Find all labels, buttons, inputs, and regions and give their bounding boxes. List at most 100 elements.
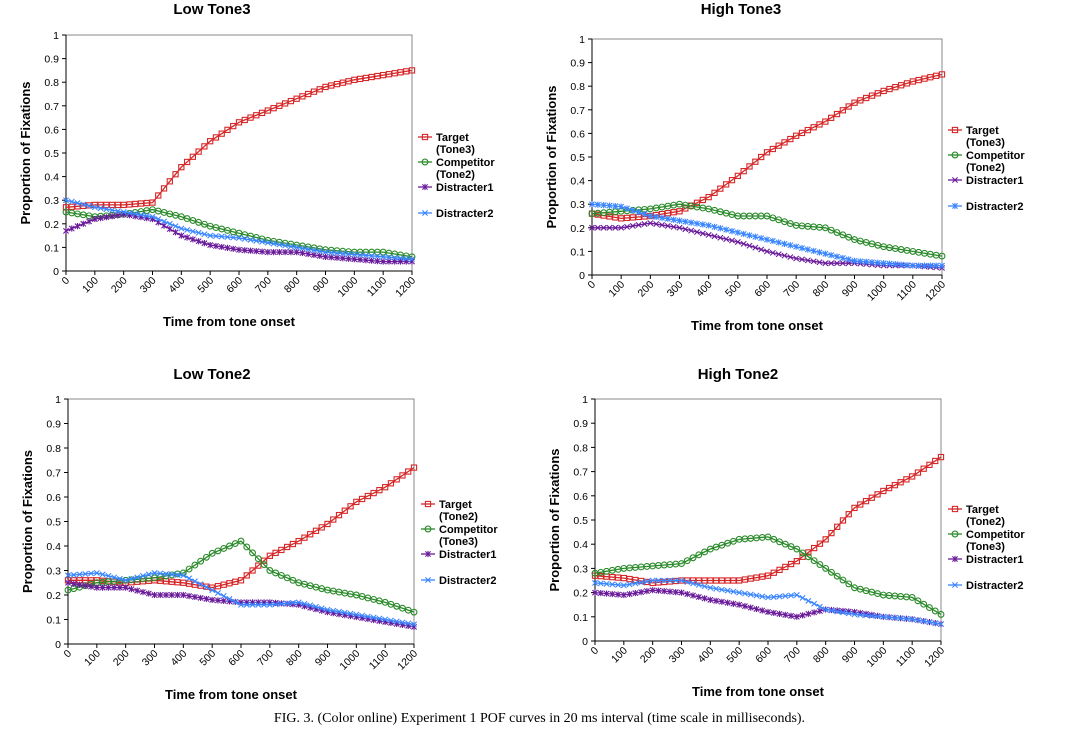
series-4-point-shape — [65, 572, 71, 579]
series-4-point-shape — [155, 216, 162, 223]
y-tick-label: 0.9 — [573, 418, 588, 430]
series-4-point — [282, 242, 289, 249]
series-1-point — [637, 577, 645, 585]
series-3-point-shape — [287, 249, 294, 256]
series-3-point — [659, 221, 665, 228]
series-4-point-shape — [287, 243, 294, 250]
series-4-point-shape — [695, 581, 702, 588]
series-4-point-shape — [594, 201, 601, 208]
x-tick-label: 600 — [752, 279, 773, 300]
series-1-point-shape — [782, 563, 789, 571]
series-4-point — [661, 577, 668, 584]
series-3-point-shape — [99, 584, 106, 591]
x-tick-label: 100 — [82, 648, 103, 669]
series-4-point — [805, 597, 812, 604]
series-4-point-shape — [209, 587, 216, 594]
series-3-point-shape — [612, 224, 619, 231]
legend-label: Distracter2 — [436, 208, 493, 220]
series-1-point-shape — [666, 578, 674, 585]
series-4-point-shape — [678, 577, 685, 584]
x-tick-label: 300 — [138, 275, 159, 296]
y-tick-label: 0.1 — [573, 612, 588, 624]
series-2-point — [920, 600, 928, 608]
series-3-point — [339, 255, 346, 262]
series-4-point — [892, 261, 899, 268]
series-1-point — [666, 578, 674, 585]
series-3-point — [811, 609, 818, 616]
series-4-point — [168, 571, 175, 578]
y-tick-label: 0.3 — [570, 199, 585, 211]
legend-marker — [951, 505, 959, 513]
series-3-point — [769, 249, 776, 256]
series-3-point-shape — [270, 249, 277, 256]
y-tick-label: 0 — [55, 639, 61, 651]
series-4-point-shape — [618, 203, 625, 210]
series-3-point-shape — [351, 256, 358, 263]
series-4-point-shape — [310, 247, 317, 254]
series-3-point-shape — [214, 597, 221, 604]
series-1-point — [258, 109, 266, 117]
legend-label: Distracter1 — [966, 554, 1023, 566]
series-3-point — [385, 258, 392, 265]
series-3-point — [649, 587, 656, 594]
series-2-point — [214, 547, 222, 555]
series-4-point — [788, 592, 795, 599]
series-3-point-shape — [649, 587, 656, 594]
series-4-point-shape — [880, 613, 887, 620]
series-1-point — [693, 199, 701, 206]
series-2-point — [226, 542, 233, 550]
x-tick-label: 700 — [253, 275, 274, 296]
series-4-point-shape — [103, 206, 110, 213]
series-4-point-shape — [699, 221, 706, 228]
legend-label: Distracter1 — [966, 175, 1023, 187]
series-1-point-shape — [403, 68, 410, 75]
series-1-point-shape — [114, 201, 122, 209]
series-4-point-shape — [603, 580, 610, 587]
series-1-point — [914, 469, 922, 476]
series-4-point — [874, 259, 881, 266]
series-4-point — [776, 593, 783, 600]
legend-label: Competitor — [966, 150, 1025, 162]
series-3-point — [707, 596, 714, 603]
series-2-point-shape — [926, 604, 933, 612]
legend-marker — [422, 183, 428, 191]
series-3-point — [111, 584, 118, 591]
series-1-point — [701, 577, 708, 584]
legend-marker-shape — [425, 577, 431, 583]
series-1-point-shape — [328, 82, 335, 89]
x-tick-label: 1100 — [365, 275, 390, 300]
series-1-point-shape — [380, 71, 387, 79]
series-4-point — [255, 601, 262, 608]
series-3-point-shape — [620, 591, 627, 599]
series-4-point-shape — [212, 233, 219, 240]
series-4-point-shape — [626, 581, 633, 588]
series-4-point-shape — [405, 620, 412, 627]
series-3-point — [270, 249, 277, 256]
series-4-point — [641, 211, 648, 218]
series-4-point — [143, 212, 150, 219]
series-3-point-shape — [711, 233, 718, 240]
series-3-point — [828, 260, 835, 267]
y-tick-label: 0.4 — [570, 176, 585, 188]
legend-marker-shape — [421, 133, 429, 141]
series-1-point-shape — [693, 199, 701, 206]
series-4-point — [172, 223, 179, 230]
series-4-point-shape — [214, 590, 221, 597]
series-1-point — [822, 118, 829, 125]
series-4-point — [868, 612, 875, 619]
legend-label: Target — [966, 504, 999, 516]
series-1-point-shape — [816, 540, 824, 547]
series-3-point-shape — [109, 213, 116, 220]
series-4-point — [318, 605, 325, 612]
series-4-point — [926, 619, 933, 626]
series-4-point — [97, 205, 104, 212]
series-3-point-shape — [114, 212, 121, 219]
series-4-point-shape — [299, 245, 306, 252]
series-1-point — [80, 202, 87, 210]
series-3-point-shape — [788, 612, 795, 619]
y-tick-label: 1 — [53, 30, 59, 42]
series-3-point-shape — [201, 240, 208, 247]
legend-marker-shape — [952, 177, 958, 183]
series-1-point — [272, 549, 279, 557]
series-4-point — [184, 226, 191, 233]
